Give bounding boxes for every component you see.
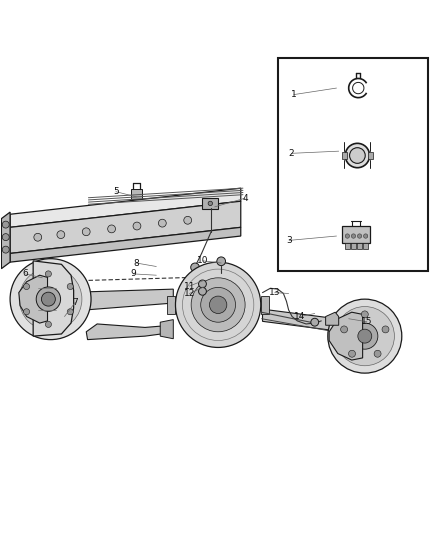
Circle shape xyxy=(198,287,206,295)
Circle shape xyxy=(374,350,381,357)
Circle shape xyxy=(351,234,356,238)
Circle shape xyxy=(10,259,91,340)
Circle shape xyxy=(19,268,82,330)
Circle shape xyxy=(36,287,60,311)
Polygon shape xyxy=(10,188,241,228)
Circle shape xyxy=(208,201,212,206)
Circle shape xyxy=(82,228,90,236)
Bar xyxy=(345,243,350,249)
Bar xyxy=(342,152,347,159)
Circle shape xyxy=(108,225,116,233)
Bar xyxy=(131,189,142,199)
Polygon shape xyxy=(33,261,74,336)
Circle shape xyxy=(57,231,65,239)
Circle shape xyxy=(352,323,378,349)
Circle shape xyxy=(350,148,365,163)
Circle shape xyxy=(2,221,9,228)
Bar xyxy=(278,58,428,271)
Circle shape xyxy=(24,309,30,315)
Circle shape xyxy=(24,284,30,289)
Polygon shape xyxy=(1,212,10,269)
Polygon shape xyxy=(261,296,269,313)
Circle shape xyxy=(191,278,245,332)
Bar xyxy=(202,198,218,208)
Circle shape xyxy=(345,143,370,168)
Text: 15: 15 xyxy=(361,317,373,326)
Circle shape xyxy=(341,326,348,333)
Circle shape xyxy=(335,306,394,366)
Circle shape xyxy=(42,292,55,306)
Circle shape xyxy=(217,257,226,265)
Text: 14: 14 xyxy=(294,312,306,321)
Polygon shape xyxy=(62,289,173,312)
Polygon shape xyxy=(325,312,339,325)
Circle shape xyxy=(184,216,191,224)
Circle shape xyxy=(2,233,9,240)
Text: 9: 9 xyxy=(131,269,136,278)
Text: 2: 2 xyxy=(289,149,294,158)
Polygon shape xyxy=(10,201,241,254)
Circle shape xyxy=(133,222,141,230)
Polygon shape xyxy=(86,324,171,340)
Circle shape xyxy=(361,311,368,318)
Polygon shape xyxy=(10,228,241,262)
Circle shape xyxy=(159,219,166,227)
Text: 8: 8 xyxy=(134,259,139,268)
Circle shape xyxy=(67,284,73,289)
Polygon shape xyxy=(167,296,176,313)
Polygon shape xyxy=(160,320,173,339)
Polygon shape xyxy=(329,312,363,360)
Circle shape xyxy=(358,329,372,343)
Circle shape xyxy=(311,318,319,326)
Circle shape xyxy=(2,246,9,253)
Bar xyxy=(357,243,362,249)
Circle shape xyxy=(209,296,227,313)
Circle shape xyxy=(46,271,51,277)
Bar xyxy=(364,243,368,249)
Text: 13: 13 xyxy=(269,288,280,297)
Text: 4: 4 xyxy=(242,193,248,203)
Circle shape xyxy=(191,263,199,272)
Text: 6: 6 xyxy=(22,269,28,278)
Circle shape xyxy=(364,234,368,238)
Text: 3: 3 xyxy=(286,236,292,245)
Circle shape xyxy=(345,234,350,238)
Bar xyxy=(351,243,356,249)
Circle shape xyxy=(191,271,199,279)
Circle shape xyxy=(357,234,362,238)
Text: 5: 5 xyxy=(113,187,119,196)
Circle shape xyxy=(382,326,389,333)
Bar xyxy=(342,226,370,243)
Circle shape xyxy=(198,280,206,288)
Text: 10: 10 xyxy=(197,256,208,265)
Circle shape xyxy=(349,350,356,357)
Text: 1: 1 xyxy=(291,90,297,99)
Bar xyxy=(368,152,373,159)
Circle shape xyxy=(46,321,51,327)
Text: 11: 11 xyxy=(184,281,195,290)
Text: 7: 7 xyxy=(73,298,78,306)
Text: 12: 12 xyxy=(184,289,195,298)
Polygon shape xyxy=(19,275,47,323)
Circle shape xyxy=(36,276,46,285)
Circle shape xyxy=(328,299,402,373)
Polygon shape xyxy=(262,309,330,330)
Circle shape xyxy=(34,233,42,241)
Circle shape xyxy=(67,309,73,315)
Circle shape xyxy=(201,287,236,322)
Circle shape xyxy=(176,262,261,348)
